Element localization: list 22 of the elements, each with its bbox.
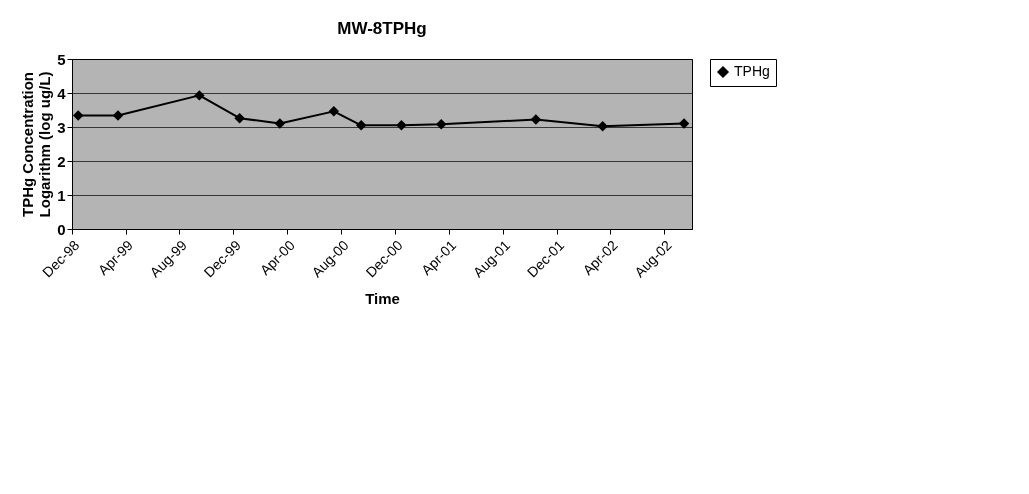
y-tick-label: 3 xyxy=(57,118,66,136)
point xyxy=(436,119,447,130)
point xyxy=(597,121,608,132)
y-tick-label: 5 xyxy=(57,50,66,68)
point xyxy=(234,112,245,124)
y-tick-label: 4 xyxy=(57,84,67,102)
x-axis-title: Time xyxy=(365,290,400,308)
point xyxy=(355,120,367,131)
point xyxy=(396,120,407,131)
chart-title: MW-8TPHg xyxy=(337,19,427,38)
point xyxy=(530,114,542,125)
point xyxy=(112,110,124,121)
point xyxy=(72,110,84,121)
y-axis-title: TPHg Concentration Logarithm (log ug/L) xyxy=(19,71,54,218)
point xyxy=(678,118,690,129)
y-tick-label: 0 xyxy=(57,220,66,238)
y-tick-label: 2 xyxy=(57,152,66,170)
legend-label: TPHg xyxy=(734,63,770,79)
y-tick-label: 1 xyxy=(57,186,66,204)
point xyxy=(328,106,340,117)
point xyxy=(194,90,205,101)
point xyxy=(274,118,286,129)
